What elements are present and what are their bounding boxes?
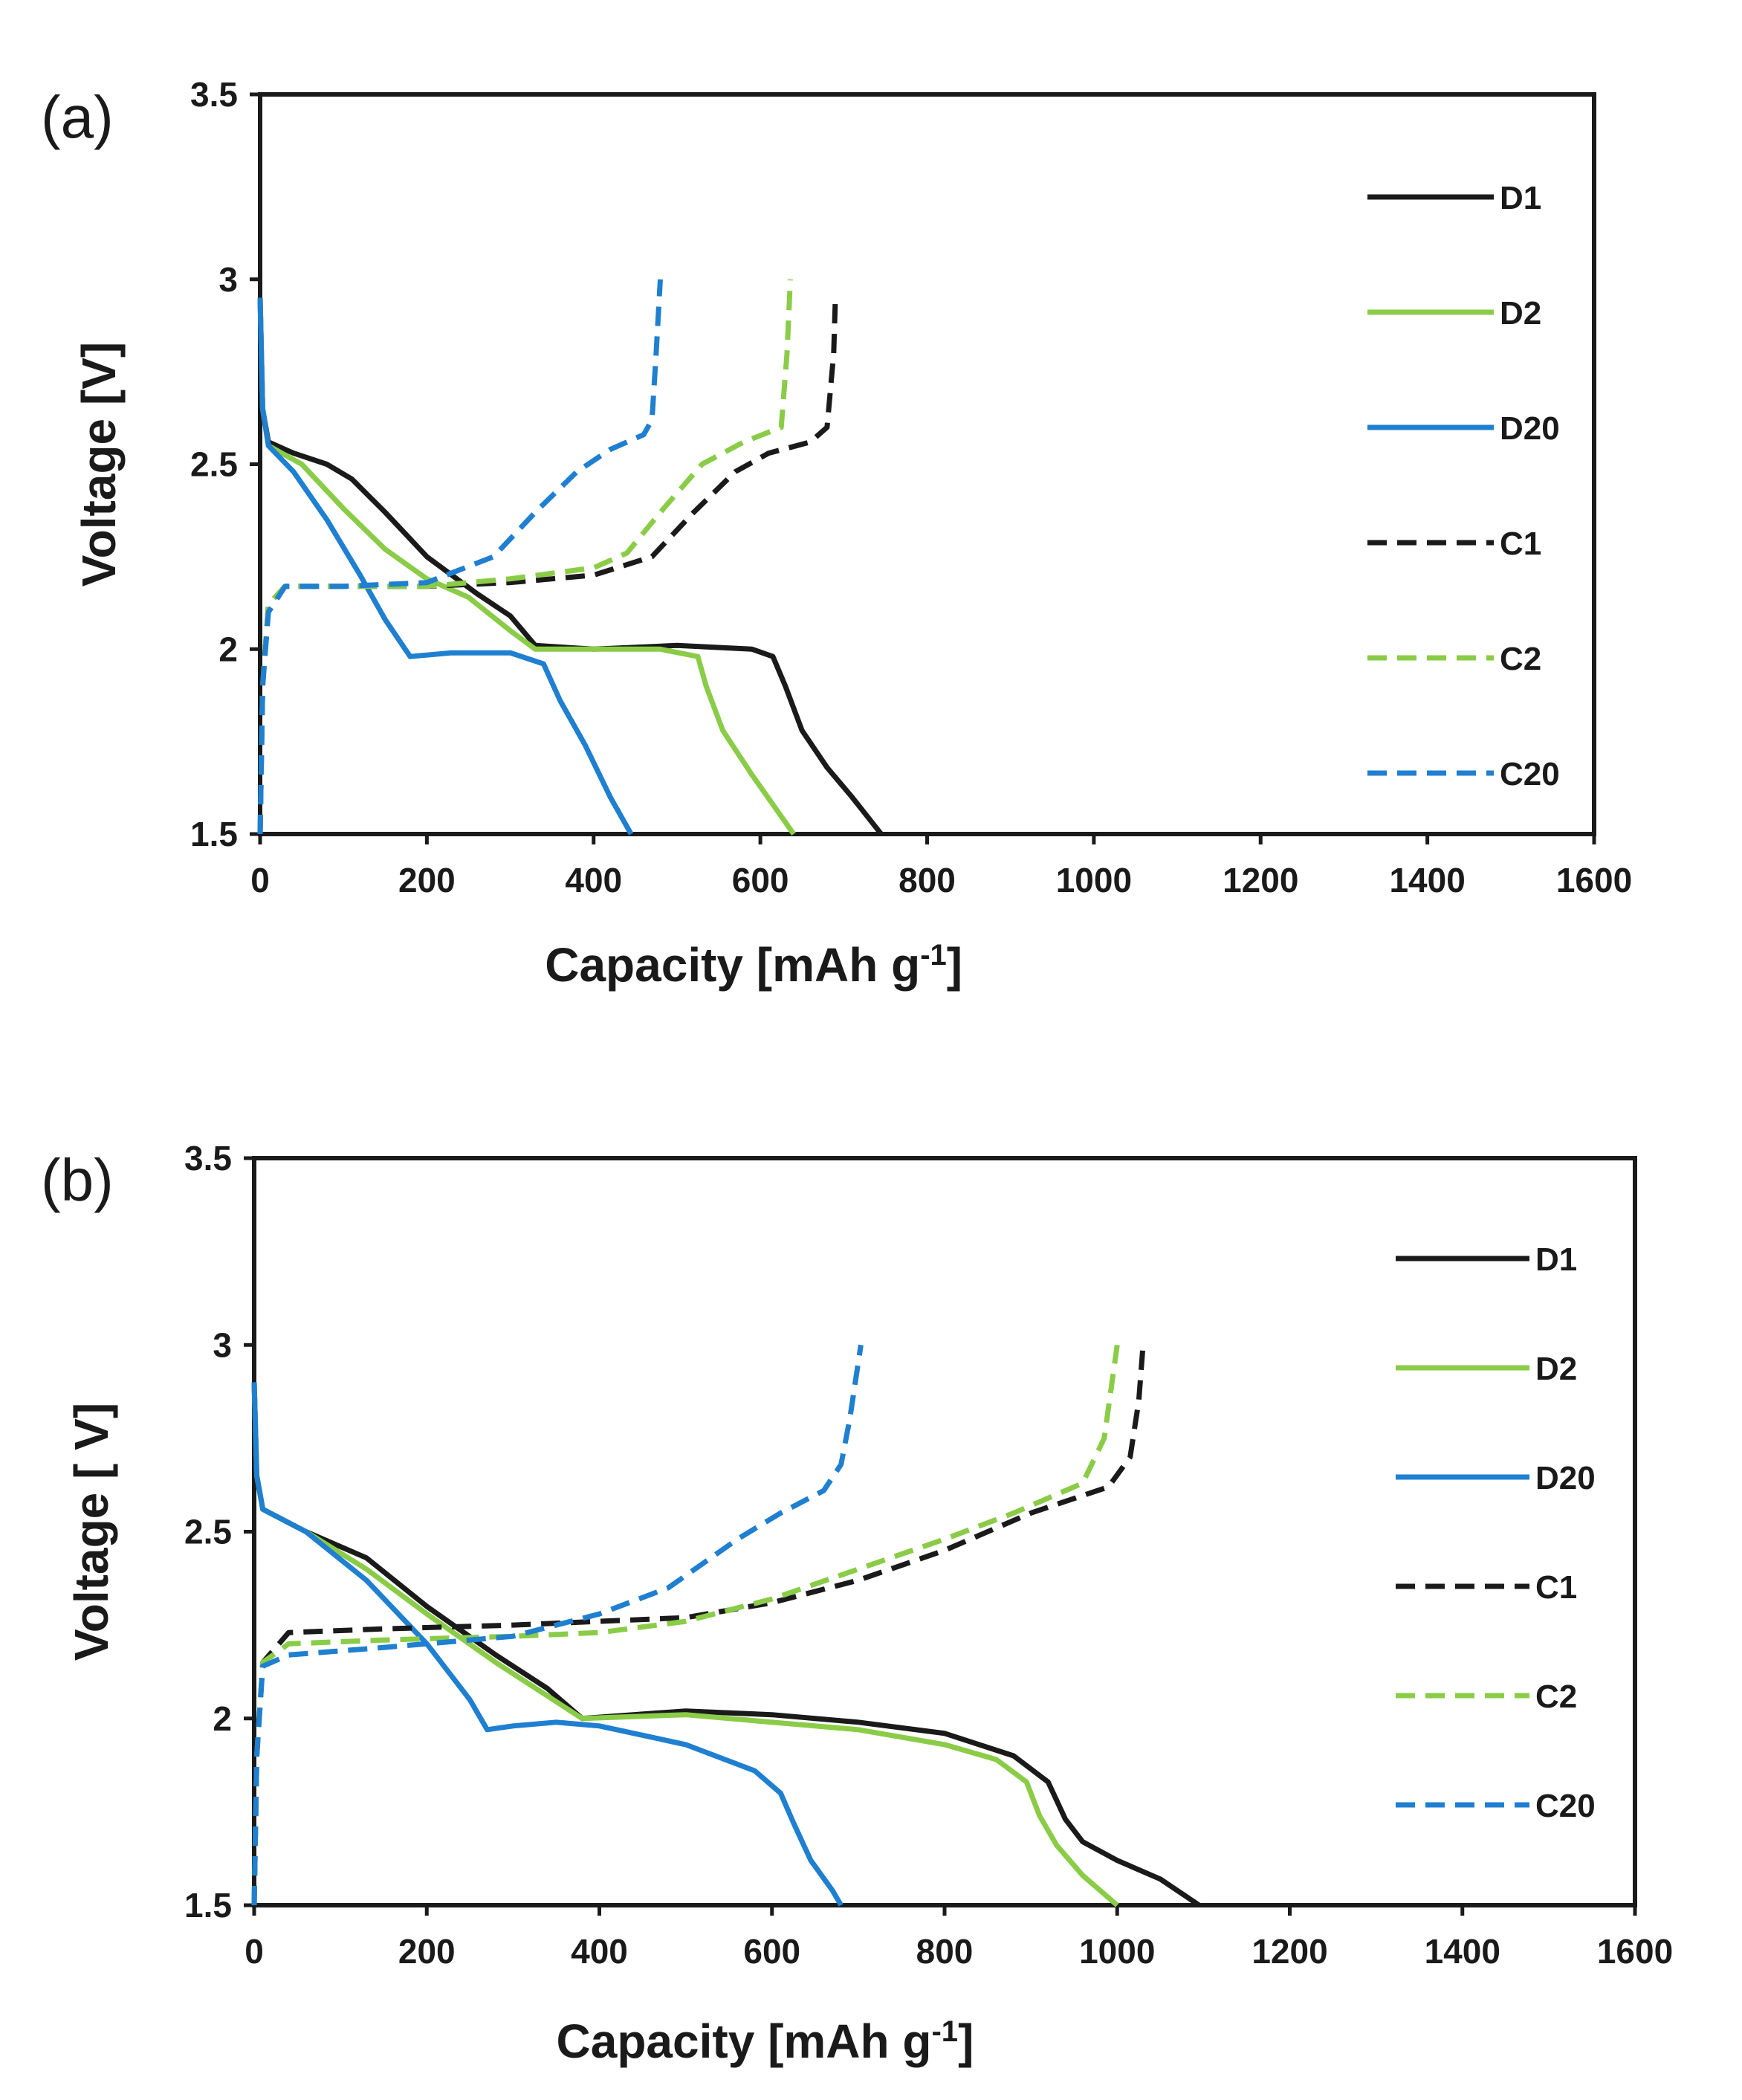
x-axis-title-superscript: -1 [931,2015,958,2048]
x-tick-label: 400 [571,1932,628,1971]
series-line-c20 [251,1344,864,1906]
plot-frame [258,92,1596,836]
legend-label: D1 [1535,1241,1577,1278]
y-axis-title: Voltage [V] [72,342,126,587]
x-axis-title-main: Capacity [mAh g [545,938,920,992]
legend-label: C2 [1535,1679,1577,1715]
y-tick-label: 2.5 [184,1513,232,1551]
legend-label: C1 [1500,526,1541,562]
legend-label: D20 [1500,410,1560,447]
x-tick-label: 800 [916,1932,974,1971]
x-tick-label: 1400 [1425,1932,1500,1971]
y-tick-label: 3 [218,260,238,299]
x-axis-title-close: ] [947,938,962,992]
x-tick-label: 0 [250,861,270,899]
y-tick-label: 2 [218,630,238,668]
plot-frame [252,1156,1637,1907]
legend-label: C20 [1535,1788,1596,1824]
x-axis-title-close: ] [958,2015,974,2068]
y-tick-label: 3 [213,1325,232,1364]
series-line-d20 [251,1382,844,1907]
series-line-d2 [257,297,796,836]
x-tick-label: 600 [743,1932,800,1971]
x-tick-label: 600 [732,861,789,899]
x-tick-label: 1600 [1556,861,1632,899]
series-line-c2 [257,279,793,835]
y-tick-label: 3.5 [184,1139,232,1177]
x-axis-title-main: Capacity [mAh g [557,2015,932,2068]
series-line-d1 [251,1382,1201,1907]
y-tick-label: 3.5 [190,75,238,114]
series-line-d1 [257,297,884,836]
x-tick-label: 200 [398,1932,456,1971]
x-tick-label: 400 [565,861,622,899]
series-line-c1 [257,297,838,835]
legend-label: C20 [1500,756,1560,792]
x-axis-title-superscript: -1 [920,939,947,972]
y-tick-label: 2 [213,1699,232,1738]
y-axis-title: Voltage [ V] [65,1403,118,1661]
x-tick-label: 1600 [1597,1932,1673,1971]
legend-label: D2 [1535,1351,1577,1387]
legend-label: D2 [1500,295,1541,332]
panel-label: (a) [41,84,114,150]
series-line-d20 [257,297,634,836]
series-line-c2 [251,1344,1120,1906]
panel-label: (b) [41,1147,114,1213]
panel-a: (a) 0 200 400 600 800 1000 1200 1400 1600 1.5 2 2.5 3… [41,75,1632,992]
y-tick-label: 1.5 [190,815,238,853]
x-tick-label: 0 [245,1932,264,1971]
legend-label: C1 [1535,1569,1577,1606]
y-tick-label: 2.5 [190,445,238,484]
x-tick-label: 1200 [1223,861,1298,899]
y-tick-label: 1.5 [184,1886,232,1925]
legend-label: D20 [1535,1460,1596,1496]
x-tick-label: 1000 [1056,861,1132,899]
x-axis-title: Capacity [mAh g-1] [557,2015,974,2068]
x-axis-title: Capacity [mAh g-1] [545,938,962,992]
series-line-d2 [251,1382,1119,1907]
panel-b: (b) 0 200 400 600 800 1000 1200 1400 1600 1.5 2 2.5 3… [41,1139,1673,2068]
legend-label: D1 [1500,180,1541,216]
legend-label: C2 [1500,641,1541,677]
series-line-c20 [257,279,663,835]
x-tick-label: 1200 [1252,1932,1327,1971]
x-tick-label: 800 [898,861,956,899]
x-tick-label: 1000 [1079,1932,1155,1971]
series-line-c1 [251,1345,1146,1906]
x-tick-label: 1400 [1389,861,1465,899]
x-tick-label: 200 [398,861,456,899]
